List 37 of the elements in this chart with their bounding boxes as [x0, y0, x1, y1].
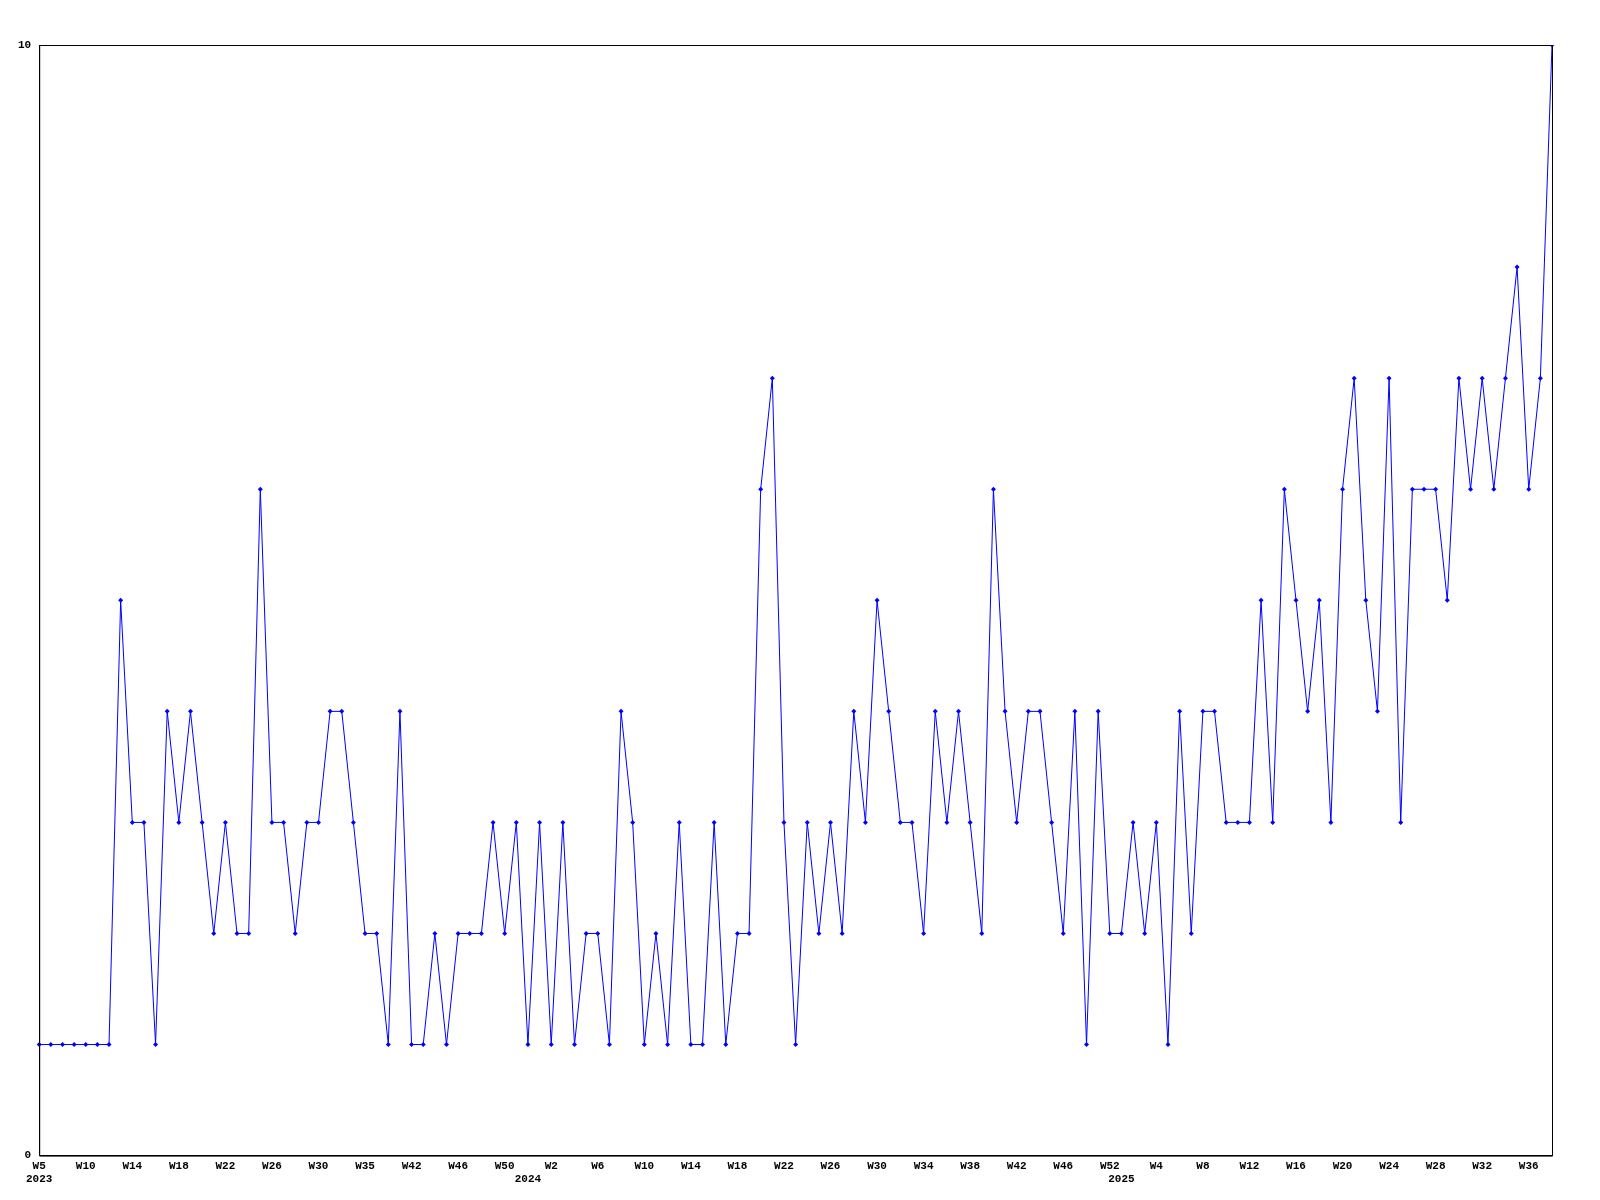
- x-tick-label: W26: [820, 1159, 841, 1172]
- x-tick-label: W35: [355, 1159, 376, 1172]
- x-tick-label: W34: [913, 1159, 934, 1172]
- y-tick-label: 0: [24, 1149, 32, 1162]
- x-tick-label: W16: [1286, 1159, 1306, 1172]
- x-tick-label: W10: [75, 1159, 96, 1172]
- x-tick-label: 2025: [1108, 1173, 1136, 1186]
- x-tick-label: W18: [727, 1159, 748, 1172]
- x-tick-label: W32: [1472, 1159, 1493, 1172]
- x-tick-label: W5 2023: [26, 1159, 53, 1186]
- x-tick-label: W30: [308, 1159, 329, 1172]
- x-tick-label: W30: [867, 1159, 887, 1172]
- x-tick-label: W26: [262, 1159, 282, 1172]
- x-tick-label: W8: [1196, 1159, 1210, 1172]
- x-tick-label: W50: [494, 1159, 515, 1172]
- x-tick-label: 2024: [514, 1173, 542, 1186]
- x-tick-label: W6: [591, 1159, 605, 1172]
- x-tick-label: W24: [1379, 1159, 1400, 1172]
- x-tick-label: W38: [960, 1159, 981, 1172]
- x-tick-label: W28: [1425, 1159, 1446, 1172]
- x-tick-label: W14: [680, 1159, 702, 1172]
- x-tick-label: W18: [168, 1159, 190, 1172]
- x-tick-label: W20: [1332, 1159, 1353, 1172]
- x-tick-label: W22: [774, 1159, 794, 1172]
- x-tick-label: W46: [448, 1159, 469, 1172]
- x-tick-label: W42: [1006, 1159, 1027, 1172]
- x-tick-label: W2: [544, 1159, 558, 1172]
- x-tick-label: W4: [1149, 1159, 1164, 1172]
- x-tick-label: W12: [1239, 1159, 1260, 1172]
- y-tick-label: 10: [18, 38, 32, 51]
- x-tick-label: W52: [1099, 1159, 1120, 1172]
- x-tick-label: W42: [401, 1159, 422, 1172]
- x-tick-label: W36: [1518, 1159, 1539, 1172]
- x-tick-label: W22: [215, 1159, 236, 1172]
- x-tick-label: W46: [1053, 1159, 1074, 1172]
- x-tick-label: W10: [634, 1159, 655, 1172]
- x-tick-label: W14: [122, 1159, 143, 1172]
